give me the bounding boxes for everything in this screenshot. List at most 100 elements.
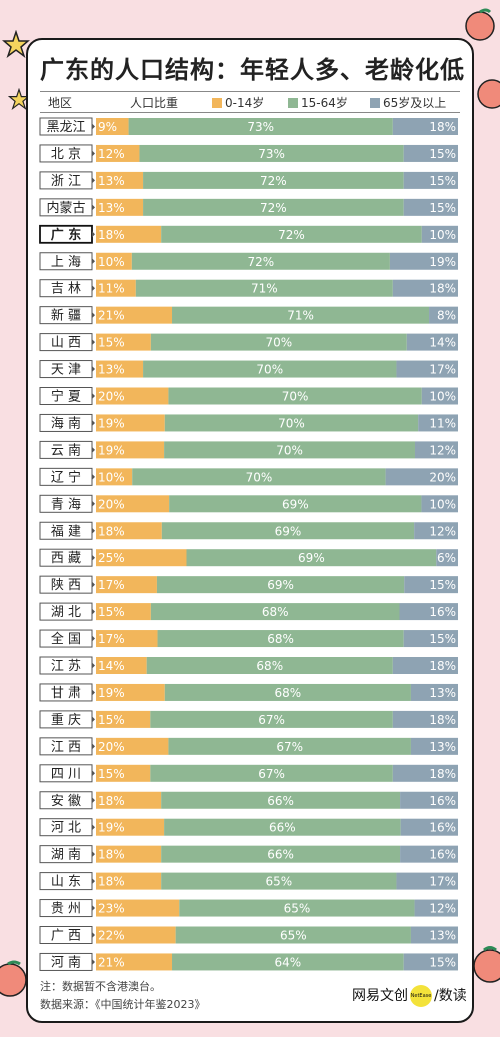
brand-badge: NetEase (410, 985, 432, 1007)
bar-segment (410, 926, 458, 944)
bar-segment (421, 387, 458, 405)
bar-value-label: 68% (262, 605, 289, 619)
bar-value-label: 18% (429, 120, 456, 134)
bar-segment (164, 414, 419, 432)
region-pointer (92, 500, 95, 507)
region-label: 吉 林 (51, 282, 81, 297)
region-pointer (92, 958, 95, 965)
region-pointer (92, 608, 95, 615)
bar-segment (128, 118, 393, 135)
brand-logo: 网易文创 NetEase/数读 (352, 985, 467, 1007)
region-label: 海 南 (51, 415, 81, 431)
bar-value-label: 10% (98, 470, 125, 484)
region-pointer (92, 554, 95, 561)
region-pointer (92, 312, 95, 319)
bar-segment (161, 791, 401, 809)
bar-segment (96, 279, 136, 297)
bar-segment (403, 171, 458, 189)
region-label: 福 建 (51, 524, 81, 539)
bar-value-label: 15% (429, 632, 456, 646)
bar-value-label: 68% (275, 686, 302, 700)
bar-value-label: 16% (429, 848, 456, 862)
region-pointer (92, 662, 95, 669)
region-label: 江 苏 (51, 658, 81, 674)
bar-value-label: 17% (98, 632, 125, 646)
bar-value-label: 19% (429, 255, 456, 269)
bar-value-label: 69% (298, 551, 325, 565)
region-label: 宁 夏 (51, 389, 81, 405)
bar-value-label: 6% (437, 551, 456, 565)
bar-value-label: 11% (98, 282, 125, 296)
region-label: 上 海 (51, 255, 81, 270)
bar-value-label: 13% (429, 686, 456, 700)
bar-value-label: 69% (282, 497, 309, 511)
bar-value-label: 16% (429, 605, 456, 619)
region-label: 甘 肃 (51, 686, 81, 701)
bar-segment (150, 603, 400, 621)
bar-segment (436, 549, 458, 567)
footer-note: 注：数据暂不含港澳台。 (40, 980, 161, 993)
bar-value-label: 15% (98, 336, 125, 350)
bar-segment (96, 926, 176, 944)
region-pointer (92, 932, 95, 938)
bar-segment (96, 737, 169, 755)
bar-segment (96, 468, 133, 486)
region-pointer (92, 716, 95, 723)
region-label: 内蒙古 (46, 200, 85, 216)
bar-value-label: 69% (267, 578, 294, 592)
star-icon (2, 30, 30, 58)
bar-segment (400, 791, 458, 809)
bar-value-label: 21% (98, 955, 125, 969)
brand-separator: / (434, 988, 439, 1004)
bar-value-label: 66% (269, 821, 296, 835)
bar-segment (96, 441, 165, 459)
region-column-label: 地区 (48, 96, 73, 110)
bar-value-label: 13% (98, 363, 125, 377)
region-pointer (92, 527, 95, 534)
bar-value-label: 19% (98, 821, 125, 835)
bar-segment (96, 225, 162, 243)
bar-segment (414, 441, 458, 459)
bar-segment (96, 414, 165, 432)
bar-segment (135, 279, 393, 297)
bar-value-label: 13% (429, 740, 456, 754)
bar-segment (392, 118, 458, 135)
bar-segment (164, 683, 411, 701)
bar-value-label: 13% (429, 929, 456, 943)
region-label: 广 西 (51, 929, 81, 944)
bar-segment (175, 926, 411, 944)
region-pointer (92, 689, 95, 696)
bar-value-label: 17% (429, 363, 456, 377)
bar-segment (399, 603, 458, 621)
legend-item-elderly: 65岁及以上 (370, 94, 446, 111)
bar-segment (96, 603, 151, 621)
bar-segment (400, 845, 458, 863)
bar-value-label: 9% (98, 120, 117, 134)
bar-value-label: 10% (429, 228, 456, 242)
bar-segment (421, 495, 458, 513)
bar-value-label: 22% (98, 929, 125, 943)
bar-segment (403, 198, 458, 216)
region-label: 新 疆 (51, 308, 81, 324)
region-pointer (92, 473, 95, 480)
bar-value-label: 21% (98, 309, 125, 323)
bar-segment (403, 144, 458, 162)
region-label: 河 南 (51, 954, 81, 970)
bar-value-label: 15% (429, 147, 456, 161)
bar-value-label: 15% (429, 174, 456, 188)
bar-value-label: 15% (98, 713, 125, 727)
bar-segment (392, 657, 458, 674)
bar-value-label: 10% (429, 497, 456, 511)
brand-left: 网易文创 (352, 988, 408, 1004)
peach-icon (465, 8, 495, 41)
bar-value-label: 71% (287, 309, 314, 323)
bar-value-label: 11% (429, 416, 456, 430)
bar-segment (157, 630, 404, 648)
bar-segment (96, 576, 157, 594)
bar-value-label: 67% (276, 740, 303, 754)
bar-segment (414, 899, 458, 917)
bar-segment (96, 818, 165, 836)
region-label: 山 西 (51, 336, 81, 351)
bar-segment (96, 845, 162, 863)
